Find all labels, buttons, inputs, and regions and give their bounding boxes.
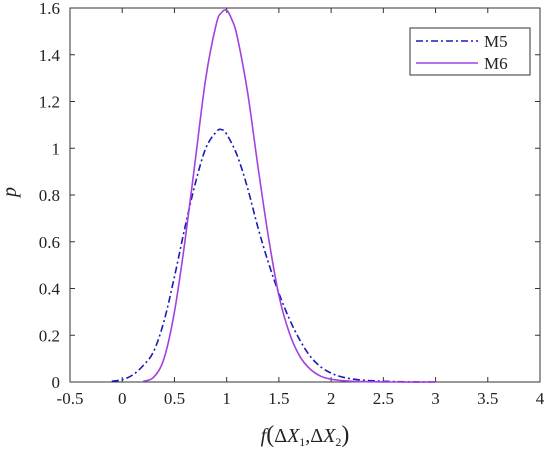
- x-tick-label: 2: [327, 389, 336, 408]
- y-tick-label: 0.6: [39, 233, 60, 252]
- y-axis-title: p: [0, 187, 21, 199]
- plot-area: [69, 7, 541, 383]
- x-tick-label: 1.5: [268, 389, 289, 408]
- tick-labels: -0.5 0 0.5 1 1.5 2 2.5 3 3.5 400.20.40.60.811.21.…: [39, 0, 545, 408]
- y-tick-label: 0.2: [39, 326, 60, 345]
- y-tick-label: 0: [52, 373, 61, 392]
- legend-box: [409, 27, 531, 76]
- x-tick-label: 0.5: [164, 389, 185, 408]
- x-tick-label: 0: [118, 389, 127, 408]
- y-tick-label: 1.2: [39, 93, 60, 112]
- series-line-m5: [111, 128, 436, 383]
- x-tick-label: 3.5: [477, 389, 498, 408]
- x-axis-title: f(ΔX1,ΔX2): [261, 422, 350, 449]
- series-line-m6: [142, 9, 436, 383]
- x-tick-label: 1: [222, 389, 231, 408]
- y-tick-label: 0.8: [39, 186, 60, 205]
- y-tick-label: 1.6: [39, 0, 60, 18]
- y-tick-label: 1.4: [39, 46, 61, 65]
- y-tick-label: 1: [52, 139, 61, 158]
- y-tick-label: 0.4: [39, 280, 61, 299]
- x-tick-label: -0.5: [57, 389, 84, 408]
- legend: M5 M6: [409, 27, 531, 76]
- x-tick-label: 4: [536, 389, 545, 408]
- legend-label-m5: M5: [484, 32, 508, 51]
- x-tick-label: 3: [431, 389, 440, 408]
- legend-label-m6: M6: [484, 54, 508, 73]
- x-tick-label: 2.5: [373, 389, 394, 408]
